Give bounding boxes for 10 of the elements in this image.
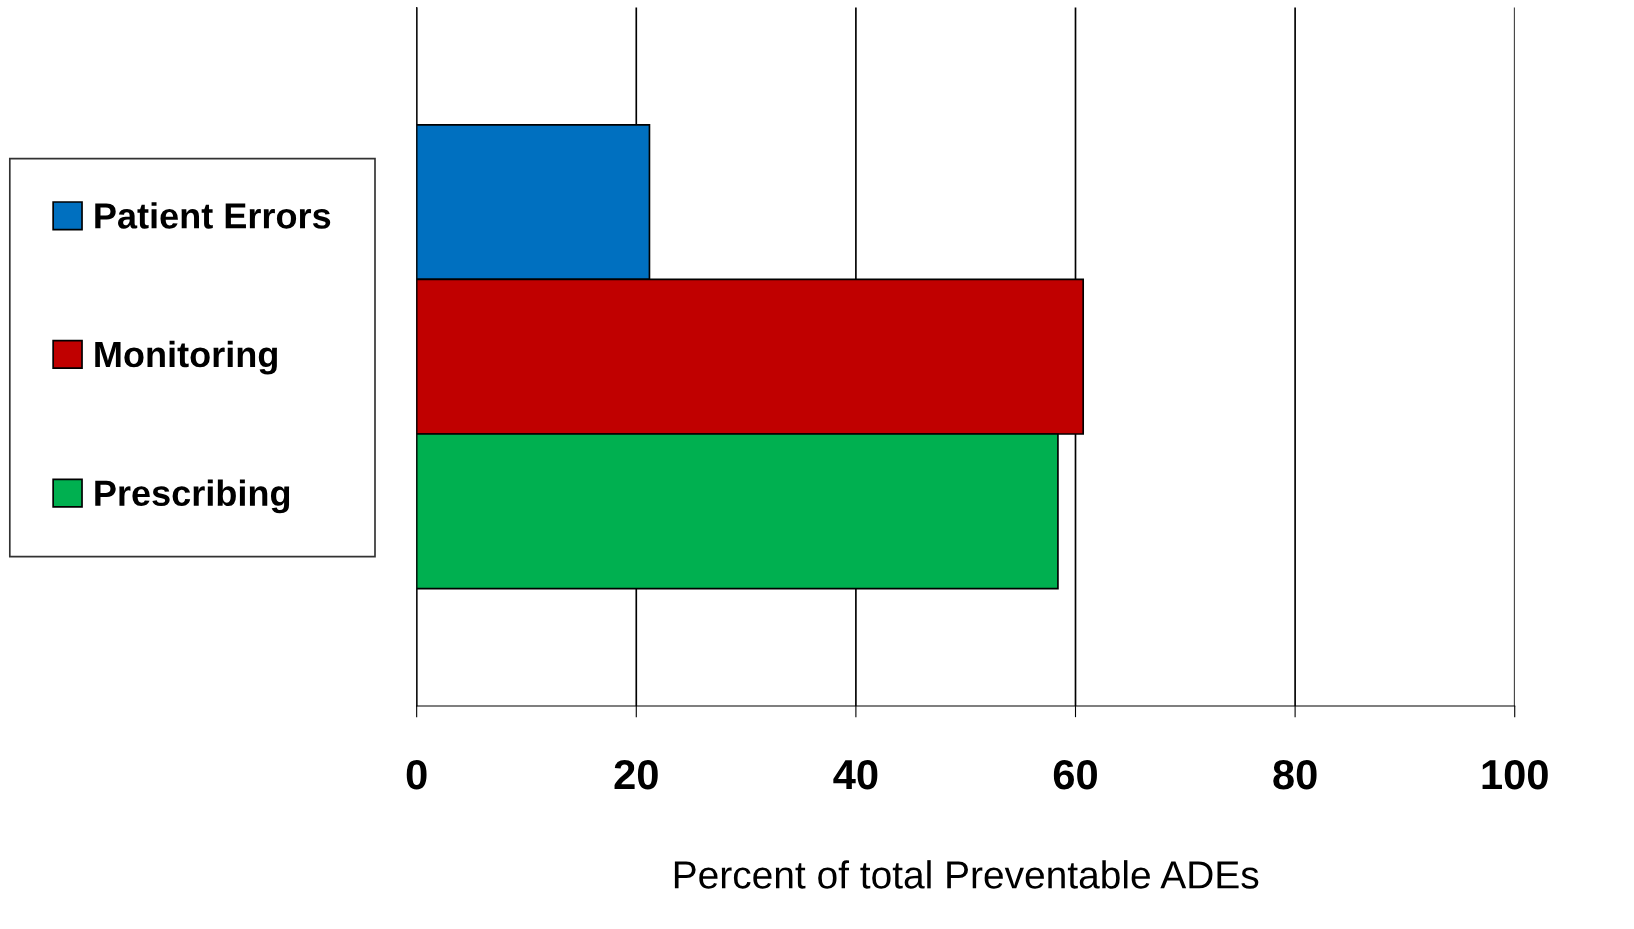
x-tick-label: 0 (406, 759, 427, 790)
x-tick-label: 100 (1482, 759, 1548, 790)
x-axis-title: Percent of total Preventable ADEs (674, 860, 1259, 889)
legend-label: Prescribing (95, 479, 290, 514)
x-tick-label: 80 (1273, 759, 1317, 790)
legend-label: Monitoring (95, 340, 277, 375)
legend-label: Patient Errors (95, 202, 331, 229)
x-tick-label: 20 (614, 759, 658, 790)
x-tick-label: 60 (1053, 759, 1097, 790)
x-tick-label: 40 (833, 759, 878, 790)
